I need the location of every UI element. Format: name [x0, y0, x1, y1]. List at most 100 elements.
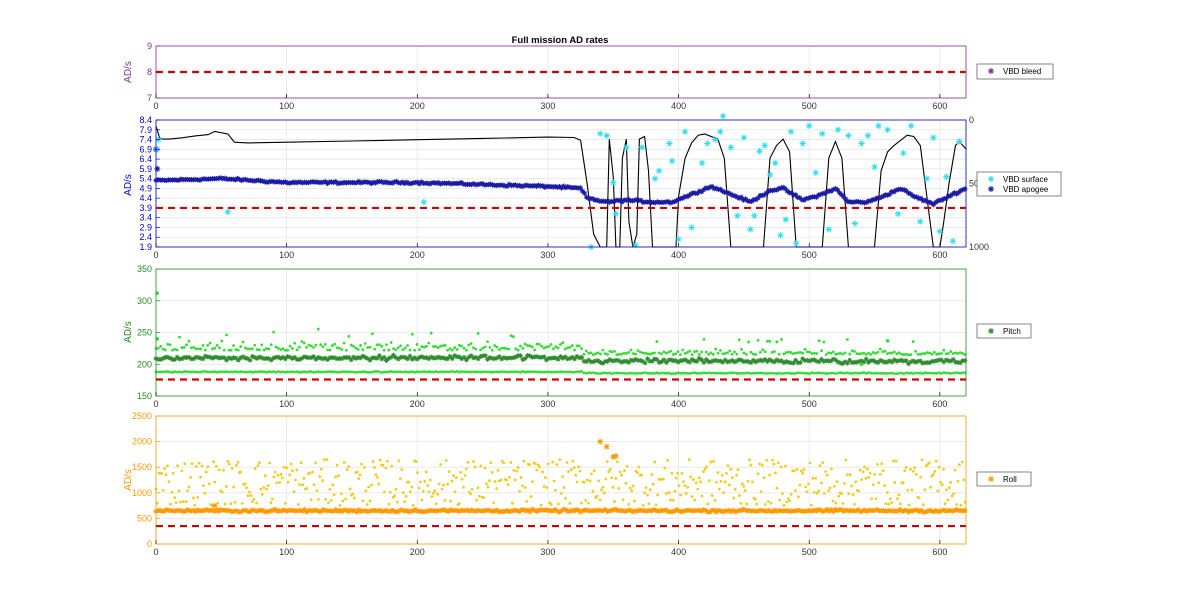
roll-point [225, 485, 228, 488]
pitch-point [473, 354, 479, 360]
y-tick-label: 7.9 [139, 125, 152, 135]
roll-point [746, 479, 750, 483]
pitch-point [233, 355, 239, 361]
roll-point [597, 438, 604, 445]
apogee-point [178, 176, 184, 182]
pitch-point [352, 344, 355, 348]
pitch-point [332, 355, 338, 361]
roll-point [646, 507, 652, 513]
pitch-point [935, 371, 939, 375]
roll-point [194, 465, 198, 468]
pitch-point [796, 351, 800, 355]
pitch-point [655, 340, 659, 343]
roll-point [184, 507, 190, 513]
pitch-point [711, 371, 715, 375]
pitch-point [254, 356, 260, 361]
roll-point [281, 476, 284, 480]
surface-point [812, 169, 819, 176]
roll-point [811, 476, 815, 480]
roll-point [176, 464, 179, 468]
roll-point [929, 485, 932, 489]
roll-point [897, 493, 901, 497]
roll-point [591, 489, 595, 493]
pitch-point [657, 372, 661, 375]
roll-point [945, 488, 948, 492]
pitch-point [312, 370, 315, 374]
roll-point [847, 492, 851, 496]
pitch-point [841, 352, 845, 356]
pitch-point [673, 358, 679, 363]
pitch-point [930, 352, 934, 356]
pitch-point [393, 355, 399, 360]
roll-point [818, 464, 822, 468]
pitch-point [516, 370, 520, 374]
roll-point [677, 484, 681, 488]
pitch-point [810, 352, 814, 355]
pitch-point [848, 352, 852, 356]
roll-point [483, 466, 487, 470]
y-tick-label: 300 [137, 296, 152, 306]
pitch-point [307, 343, 311, 347]
pitch-point [812, 357, 817, 363]
roll-point [301, 483, 304, 487]
apogee-point [903, 188, 910, 194]
pitch-point [729, 358, 735, 363]
pitch-point [744, 371, 748, 375]
roll-point [515, 469, 519, 473]
pitch-point [330, 370, 334, 374]
roll-point [247, 509, 253, 515]
apogee-point [456, 180, 462, 187]
y-axis-label: AD/s [123, 321, 134, 343]
pitch-point [514, 347, 518, 351]
pitch-point [949, 350, 953, 353]
pitch-point [620, 371, 624, 375]
roll-point [867, 476, 871, 479]
pitch-point [817, 339, 821, 343]
legend-marker [988, 476, 994, 482]
pitch-point [755, 358, 761, 364]
pitch-point [923, 371, 927, 375]
apogee-point [512, 182, 519, 188]
pitch-point [958, 371, 962, 375]
pitch-point [432, 345, 435, 348]
apogee-point [797, 195, 803, 201]
roll-point [728, 483, 731, 487]
pitch-point [890, 351, 894, 355]
pitch-point [674, 352, 678, 356]
pitch-point [937, 371, 941, 375]
roll-point [469, 492, 473, 496]
roll-point [243, 482, 247, 486]
apogee-point [460, 181, 466, 187]
roll-point [312, 507, 318, 513]
apogee-point [836, 190, 843, 196]
pitch-point [720, 359, 726, 365]
roll-point [561, 506, 567, 512]
pitch-point [820, 371, 823, 375]
pitch-point [595, 358, 601, 364]
pitch-point [476, 331, 480, 335]
pitch-point [961, 371, 965, 375]
pitch-point [591, 359, 596, 365]
pitch-point [211, 370, 214, 374]
pitch-point [654, 357, 660, 362]
roll-point [651, 482, 655, 486]
roll-point [400, 507, 406, 513]
roll-point [448, 507, 454, 513]
roll-point [786, 497, 790, 501]
pitch-point [586, 357, 592, 363]
apogee-point [469, 182, 475, 188]
pitch-point [629, 348, 633, 352]
pitch-point [810, 371, 814, 375]
roll-point [822, 492, 826, 495]
roll-point [218, 507, 224, 513]
roll-point [404, 508, 410, 514]
roll-point [367, 485, 371, 489]
roll-point [726, 507, 732, 514]
pitch-point [730, 371, 734, 375]
roll-point [360, 462, 363, 466]
roll-point [914, 473, 918, 476]
pitch-point [342, 370, 346, 374]
pitch-point [901, 358, 907, 364]
pitch-point [603, 371, 607, 375]
